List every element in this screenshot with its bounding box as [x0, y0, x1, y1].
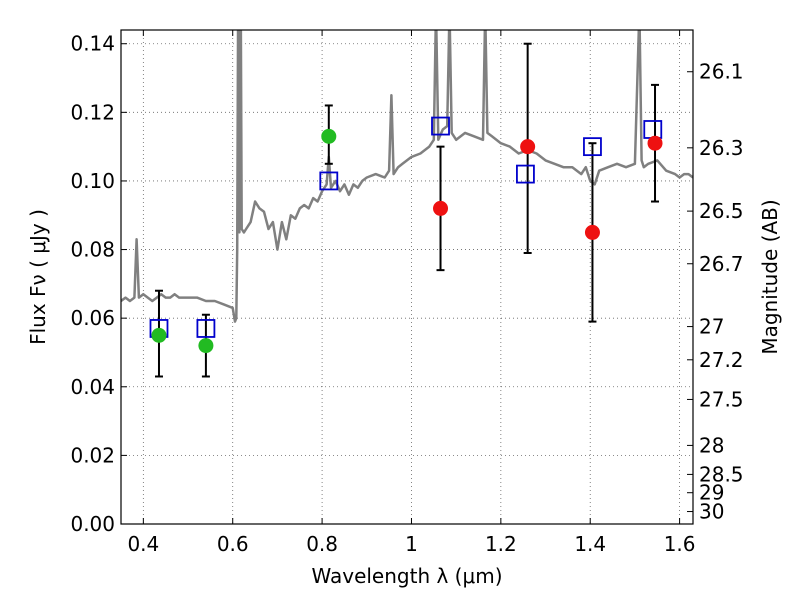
model-square-marker: [196, 319, 216, 338]
magnitude-tick-label: 26.5: [699, 199, 744, 223]
y-tick-label: 0.06: [70, 306, 115, 330]
photometry-point: [647, 135, 663, 151]
y-tick-label: 0.08: [70, 238, 115, 262]
photometry-point-series: [151, 128, 663, 354]
x-tick-label: 1.2: [485, 532, 517, 556]
magnitude-tick-label: 29: [699, 481, 724, 505]
magnitude-axis-label: Magnitude (AB): [758, 199, 782, 354]
x-tick-label: 0.4: [127, 532, 159, 556]
x-axis-label: Wavelength λ (μm): [311, 564, 502, 588]
model-square-marker: [583, 137, 602, 157]
y-tick-label: 0.10: [70, 169, 115, 193]
photometry-point: [520, 139, 536, 155]
y-tick-label: 0.04: [70, 375, 115, 399]
magnitude-tick-label: 27.5: [699, 387, 744, 411]
plot-frame: [120, 29, 694, 525]
y-axis-label: Flux Fν ( μJy ): [26, 209, 50, 345]
model-square-marker: [516, 164, 535, 184]
spectrum-series: [121, 30, 693, 323]
grid-lines: [121, 30, 693, 525]
spectrum-line: [121, 30, 693, 323]
magnitude-tick-label: 30: [699, 500, 724, 524]
photometry-point: [321, 128, 337, 144]
model-square-marker: [643, 120, 663, 139]
errorbar-series: [154, 42, 660, 378]
y-tick-label: 0.14: [70, 32, 115, 56]
magnitude-tick-label: 26.7: [699, 252, 744, 276]
magnitude-tick-label: 27.2: [699, 348, 744, 372]
magnitude-tick-label: 28.5: [699, 462, 744, 486]
magnitude-tick-label: 26.1: [699, 60, 744, 84]
x-tick-label: 1.6: [664, 532, 696, 556]
photometry-point: [433, 200, 449, 216]
photometry-point: [151, 327, 167, 343]
magnitude-tick-label: 28: [699, 433, 724, 457]
model-square-marker: [319, 171, 339, 191]
y-tick-label: 0.00: [70, 512, 115, 536]
x-tick-label: 1: [405, 532, 418, 556]
model-square-marker: [431, 116, 450, 136]
photometry-point: [198, 338, 214, 354]
x-tick-label: 0.6: [217, 532, 249, 556]
y-axis-ticks: 0.00 0.02 0.04 0.06 0.08 0.10 0.12 0.14: [70, 32, 127, 536]
x-tick-label: 1.4: [574, 532, 606, 556]
photometry-point: [584, 224, 600, 240]
x-tick-label: 0.8: [306, 532, 338, 556]
x-axis-ticks: 0.4 0.6 0.8 1 1.2 1.4 1.6: [127, 30, 696, 556]
y-tick-label: 0.02: [70, 443, 115, 467]
model-marker-series: [149, 116, 663, 338]
magnitude-tick-label: 26.3: [699, 136, 744, 160]
y-tick-label: 0.12: [70, 100, 115, 124]
magnitude-tick-label: 27: [699, 315, 724, 339]
